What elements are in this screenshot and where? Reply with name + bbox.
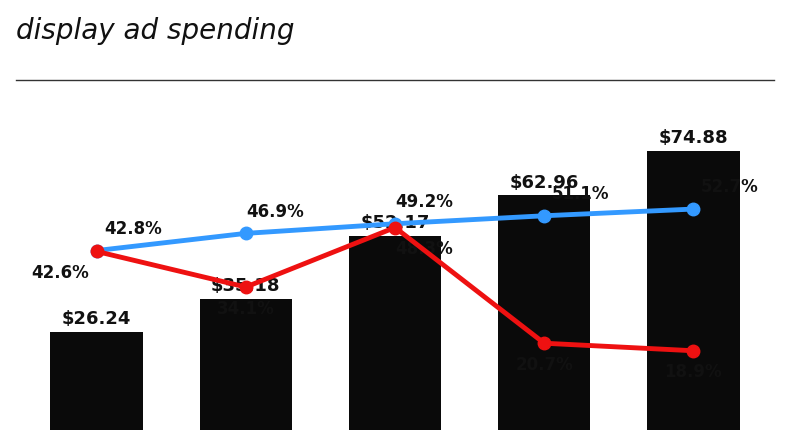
Text: 51.1%: 51.1% <box>551 185 609 203</box>
Text: 34.1%: 34.1% <box>217 300 275 318</box>
Text: $52.17: $52.17 <box>360 214 430 232</box>
Text: $35.18: $35.18 <box>211 277 280 295</box>
Text: $26.24: $26.24 <box>62 310 131 329</box>
Text: 20.7%: 20.7% <box>515 356 573 374</box>
Text: 48.3%: 48.3% <box>395 240 453 258</box>
Bar <box>498 195 590 430</box>
Text: 46.9%: 46.9% <box>246 203 303 221</box>
Text: 42.6%: 42.6% <box>32 264 89 282</box>
Text: 49.2%: 49.2% <box>395 193 453 211</box>
Text: $62.96: $62.96 <box>510 174 579 192</box>
Text: $74.88: $74.88 <box>659 129 728 147</box>
Bar <box>647 151 739 430</box>
Bar <box>51 332 143 430</box>
Text: 42.8%: 42.8% <box>104 220 162 238</box>
Bar <box>348 236 442 430</box>
Text: 18.9%: 18.9% <box>664 363 722 381</box>
Text: display ad spending: display ad spending <box>16 17 295 45</box>
Text: 52.7%: 52.7% <box>701 178 758 197</box>
Bar <box>200 299 292 430</box>
